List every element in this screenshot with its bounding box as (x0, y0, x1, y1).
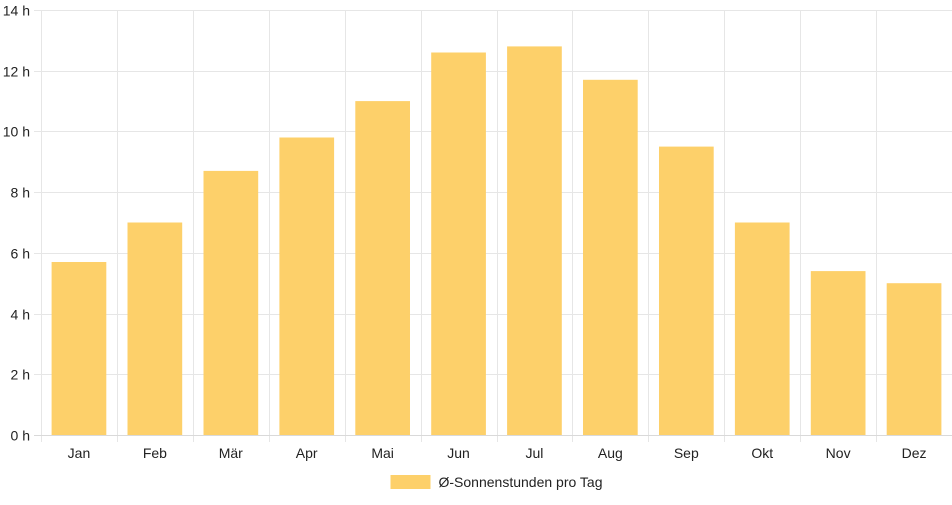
legend[interactable]: Ø-Sonnenstunden pro Tag (390, 474, 603, 490)
y-tick-label: 0 h (11, 428, 30, 444)
bar-mai[interactable] (355, 101, 410, 435)
legend-label[interactable]: Ø-Sonnenstunden pro Tag (439, 474, 603, 490)
bar-jul[interactable] (507, 46, 562, 436)
x-tick-label: Nov (826, 445, 851, 461)
x-tick-label: Dez (902, 445, 927, 461)
bar-dez[interactable] (886, 283, 942, 435)
y-tick-label: 12 h (3, 64, 30, 80)
bar-jan[interactable] (51, 262, 107, 435)
bar-jun[interactable] (431, 52, 486, 436)
y-tick-label: 2 h (11, 367, 30, 383)
bar-apr[interactable] (279, 137, 335, 436)
x-tick-label: Sep (674, 445, 699, 461)
bar-mär[interactable] (203, 170, 259, 435)
grid (34, 10, 952, 442)
y-tick-label: 14 h (3, 3, 30, 19)
bars (51, 46, 942, 436)
bar-nov[interactable] (810, 271, 866, 435)
x-tick-label: Jul (526, 445, 544, 461)
x-tick-label: Okt (751, 445, 773, 461)
bar-feb[interactable] (127, 222, 183, 436)
y-tick-label: 6 h (11, 246, 30, 262)
y-tick-label: 10 h (3, 124, 30, 140)
x-tick-label: Jan (68, 445, 91, 461)
x-tick-label: Jun (447, 445, 470, 461)
bar-aug[interactable] (583, 79, 638, 436)
x-tick-label: Mär (219, 445, 243, 461)
bar-okt[interactable] (734, 222, 790, 436)
x-tick-label: Mai (371, 445, 394, 461)
y-tick-label: 4 h (11, 307, 30, 323)
x-tick-label: Feb (143, 445, 167, 461)
legend-swatch[interactable] (390, 475, 431, 489)
bar-sep[interactable] (659, 146, 714, 435)
axes: 0 h 2 h 4 h 6 h 8 h 10 h 12 h 14 h Jan Feb Mär Apr M… (3, 3, 952, 461)
y-tick-label: 8 h (11, 185, 30, 201)
x-tick-label: Apr (296, 445, 318, 461)
x-tick-label: Aug (598, 445, 623, 461)
